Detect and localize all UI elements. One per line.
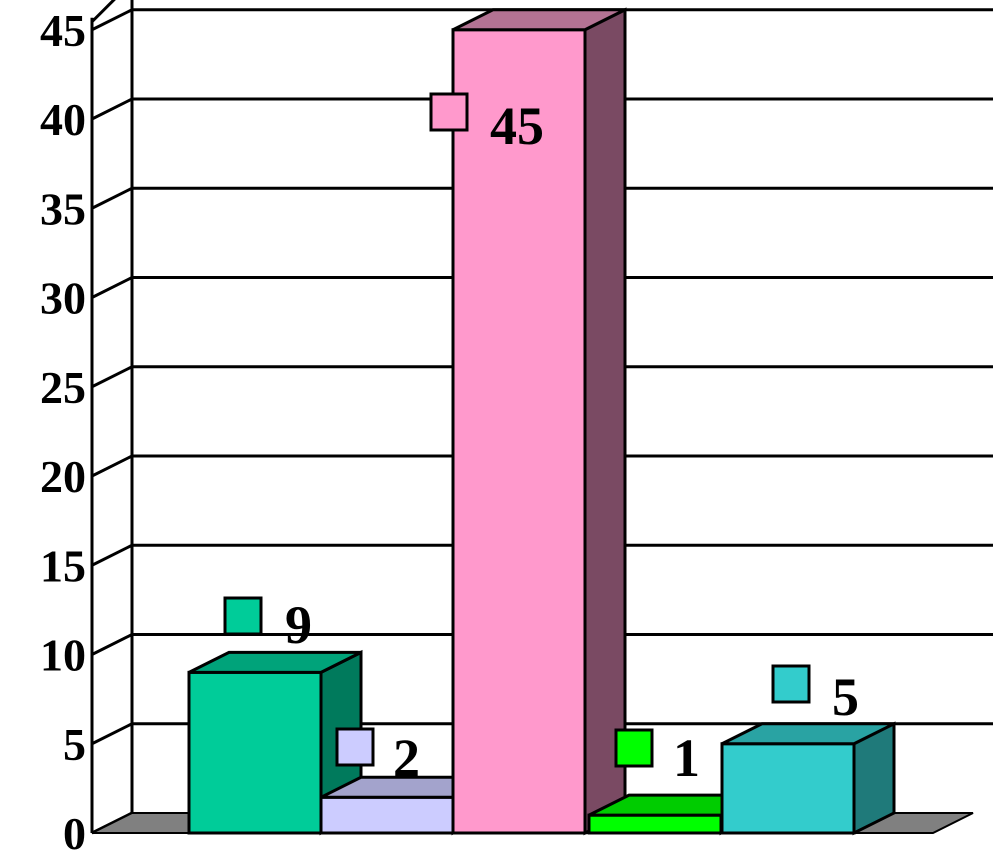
gridline-connector bbox=[90, 0, 116, 23]
gridline-connector bbox=[91, 186, 133, 210]
data-label: 45 bbox=[490, 96, 544, 156]
bar-group bbox=[187, 649, 363, 836]
y-tick-label: 35 bbox=[40, 183, 86, 234]
bar-front bbox=[587, 813, 723, 835]
y-tick-labels: 0 5 10 15 20 25 30 35 40 45 bbox=[40, 5, 86, 859]
bar-group bbox=[720, 721, 896, 836]
gridline-connector bbox=[91, 454, 133, 478]
y-tick-label: 40 bbox=[40, 94, 86, 145]
y-tick-label: 15 bbox=[40, 540, 86, 591]
bar-top bbox=[188, 650, 362, 674]
gridline-connector bbox=[91, 276, 133, 299]
data-label: 2 bbox=[393, 728, 420, 788]
legend-key-icon bbox=[614, 728, 654, 768]
data-label: 1 bbox=[673, 728, 700, 788]
bar-side bbox=[583, 7, 627, 836]
bar-front bbox=[720, 742, 856, 835]
bars-layer bbox=[187, 7, 896, 836]
gridline-connector bbox=[91, 365, 133, 389]
legend-key-icon bbox=[771, 664, 811, 704]
y-tick-label: 45 bbox=[40, 5, 86, 56]
bar-top bbox=[721, 722, 895, 746]
data-label: 9 bbox=[285, 595, 312, 655]
data-label: 5 bbox=[832, 667, 859, 727]
y-tick-label: 10 bbox=[40, 630, 86, 681]
y-tick-label: 5 bbox=[63, 719, 86, 770]
y-tick-label: 30 bbox=[40, 273, 86, 324]
gridline-connector bbox=[91, 8, 133, 32]
legend-key-icon bbox=[429, 92, 469, 132]
bar-top bbox=[452, 8, 626, 32]
gridline-connector bbox=[91, 97, 133, 121]
bar-front bbox=[319, 795, 455, 835]
y-tick-label: 20 bbox=[40, 451, 86, 502]
gridline-connector bbox=[91, 722, 133, 746]
legend-key-icon bbox=[223, 596, 263, 636]
data-labels: 9 2 45 1 5 bbox=[223, 92, 859, 788]
gridline-connector bbox=[91, 633, 133, 656]
bar-group bbox=[451, 7, 627, 836]
y-tick-label: 0 bbox=[63, 808, 86, 859]
y-tick-label: 25 bbox=[40, 362, 86, 413]
legend-key-icon bbox=[335, 727, 375, 767]
bar-front bbox=[187, 670, 323, 835]
gridline-connector bbox=[91, 543, 133, 567]
